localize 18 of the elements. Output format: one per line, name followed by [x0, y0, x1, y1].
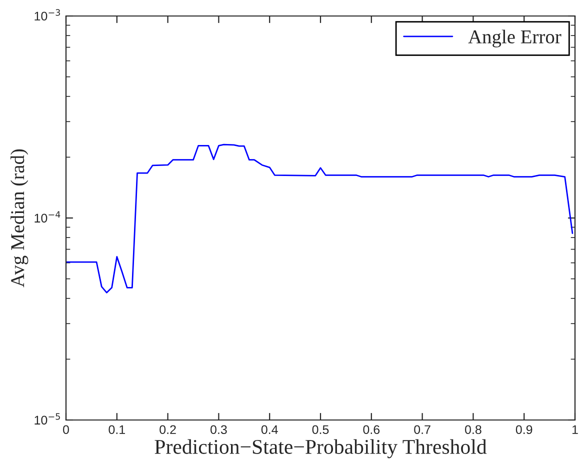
x-tick-label: 0.3: [210, 425, 227, 434]
x-tick-label: 1: [572, 425, 578, 434]
x-tick-label: 0.4: [261, 425, 278, 434]
legend-label: Angle Error: [468, 30, 562, 48]
line-series: [66, 144, 574, 294]
x-axis-title: Prediction−State−Probability Threshold: [154, 439, 487, 458]
y-axis-title: Avg Median (rad): [10, 149, 28, 288]
x-tick-label: 0.2: [160, 425, 176, 434]
x-tick-label: 0.5: [312, 425, 329, 434]
x-tick-label: 0.6: [363, 425, 380, 434]
y-tick-label: 10$^{−4}$: [34, 211, 60, 223]
x-tick-label: 0.8: [465, 425, 482, 434]
x-tick-label: 0.1: [108, 425, 125, 434]
x-tick-label: 0.9: [516, 425, 532, 434]
x-tick-label: 0.7: [414, 425, 430, 434]
y-tick-label: 10$^{−5}$: [34, 413, 60, 425]
x-tick-label: 0: [63, 425, 69, 434]
y-tick-label: 10$^{−3}$: [34, 9, 60, 21]
